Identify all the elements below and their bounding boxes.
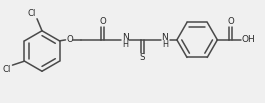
Text: OH: OH xyxy=(241,35,255,44)
Text: Cl: Cl xyxy=(2,65,11,74)
Text: H: H xyxy=(122,40,128,49)
Text: Cl: Cl xyxy=(28,9,36,18)
Text: O: O xyxy=(227,17,234,26)
Text: H: H xyxy=(162,40,168,49)
Text: O: O xyxy=(100,17,106,26)
Text: N: N xyxy=(161,33,168,42)
Text: N: N xyxy=(122,33,129,42)
Text: O: O xyxy=(66,35,73,44)
Text: S: S xyxy=(140,53,145,62)
